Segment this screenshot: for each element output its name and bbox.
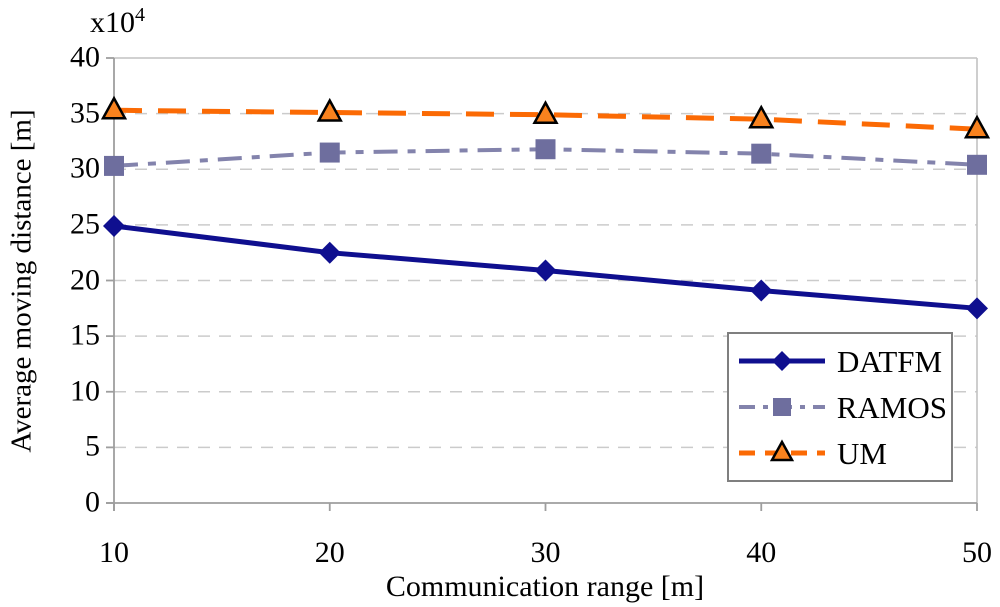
legend-sample-UM <box>739 439 825 462</box>
unit-exponent: 4 <box>135 4 145 26</box>
marker-UM <box>748 104 775 129</box>
marker-RAMOS <box>967 154 987 175</box>
marker-RAMOS <box>535 139 556 160</box>
x-tick-label: 20 <box>314 536 345 569</box>
marker-RAMOS <box>104 155 124 176</box>
y-axis-title: Average moving distance [m] <box>5 109 38 453</box>
marker-DATFM <box>534 259 557 282</box>
legend-sample-DATFM <box>739 351 825 371</box>
marker-DATFM <box>103 214 125 237</box>
x-axis-title: Communication range [m] <box>385 570 705 603</box>
legend-item-RAMOS: RAMOS <box>737 391 947 423</box>
legend-item-DATFM: DATFM <box>737 345 947 377</box>
marker-UM <box>963 114 991 139</box>
legend-marker-diamond <box>772 351 792 371</box>
y-tick-label: 5 <box>85 429 100 463</box>
marker-DATFM <box>966 297 988 320</box>
y-tick-label: 15 <box>70 318 100 352</box>
y-tick-label: 40 <box>70 40 100 74</box>
y-tick-label: 0 <box>85 485 100 519</box>
marker-RAMOS <box>751 143 772 164</box>
marker-UM <box>100 95 128 120</box>
y-axis-unit-label: x104 <box>90 4 145 40</box>
marker-RAMOS <box>319 142 340 163</box>
y-tick-label: 30 <box>70 151 100 185</box>
x-tick-label: 50 <box>962 536 992 569</box>
legend-label: DATFM <box>837 343 943 379</box>
legend-item-UM: UM <box>737 437 947 469</box>
y-tick-label: 10 <box>70 374 100 408</box>
unit-base: x10 <box>90 6 135 39</box>
legend-sample-RAMOS <box>739 398 825 416</box>
legend: DATFM RAMOS UM <box>727 332 953 482</box>
y-tick-label: 20 <box>70 262 100 296</box>
legend-marker-triangle <box>769 439 795 462</box>
marker-DATFM <box>750 279 773 302</box>
x-tick-label: 30 <box>530 536 561 569</box>
y-tick-label: 35 <box>70 95 100 129</box>
marker-UM <box>532 100 559 124</box>
x-tick-label: 10 <box>99 536 129 569</box>
marker-UM <box>316 97 343 122</box>
legend-marker-square <box>773 398 791 416</box>
legend-label: UM <box>837 435 887 471</box>
marker-DATFM <box>318 241 341 264</box>
series-line-UM <box>113 107 978 132</box>
legend-label: RAMOS <box>836 389 947 425</box>
y-tick-label: 25 <box>70 207 100 241</box>
x-tick-label: 40 <box>746 536 777 569</box>
